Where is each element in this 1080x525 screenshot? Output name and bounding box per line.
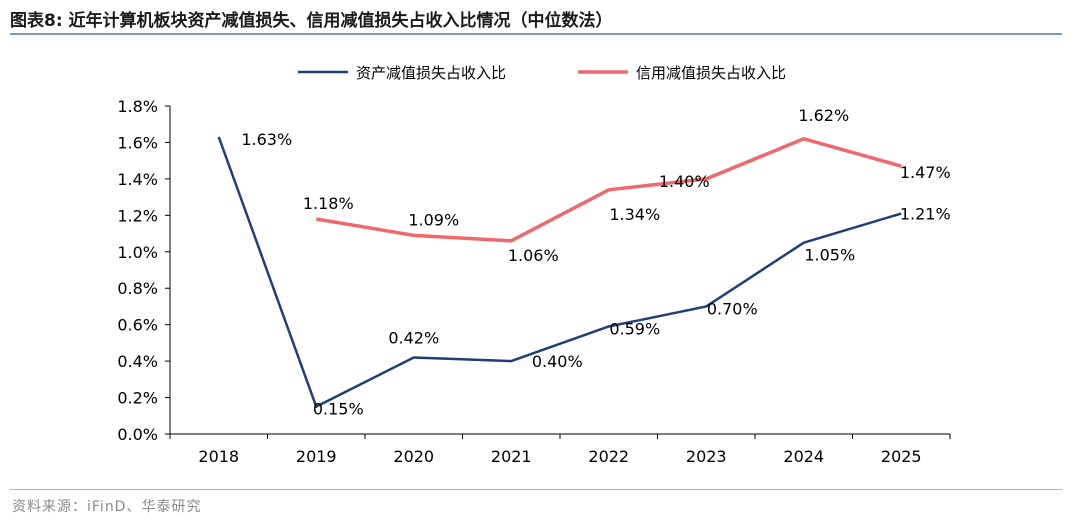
x-tick-label: 2023 xyxy=(686,447,727,466)
y-tick-label: 0.4% xyxy=(117,352,158,371)
y-tick-label: 1.8% xyxy=(117,97,158,116)
x-tick-label: 2021 xyxy=(491,447,532,466)
x-tick-label: 2018 xyxy=(198,447,239,466)
y-axis: 0.0% 0.2% 0.4% 0.6% 0.8% 1.0% 1.2% 1.4% 1.6% 1.8% xyxy=(117,97,171,444)
credit-data-label: 1.34% xyxy=(609,205,660,224)
credit-data-label: 1.06% xyxy=(508,246,559,265)
asset-data-label: 1.63% xyxy=(241,130,292,149)
y-tick-label: 0.6% xyxy=(117,316,158,335)
asset-data-label: 0.42% xyxy=(388,328,439,347)
x-tick-label: 2025 xyxy=(881,447,922,466)
series-lines xyxy=(217,136,902,408)
y-tick-label: 0.2% xyxy=(117,389,158,408)
source-note: 资料来源：iFinD、华泰研究 xyxy=(12,499,202,515)
y-tick-label: 1.2% xyxy=(117,206,158,225)
y-tick-label: 1.6% xyxy=(117,133,158,152)
credit-data-label: 1.40% xyxy=(659,172,710,191)
y-tick-label: 0.0% xyxy=(117,425,158,444)
legend-asset-label: 资产减值损失占收入比 xyxy=(356,64,506,82)
y-tick-label: 0.8% xyxy=(117,279,158,298)
asset-data-label: 0.15% xyxy=(313,400,364,419)
credit-data-label: 1.09% xyxy=(408,210,459,229)
data-labels: 1.63% 0.15% 0.42% 0.40% 0.59% 0.70% 1.05% 1.21%… xyxy=(241,106,950,419)
credit-impairment-line xyxy=(315,137,902,243)
credit-data-label: 1.18% xyxy=(303,194,354,213)
source-rule xyxy=(10,489,1062,490)
legend-credit-label: 信用减值损失占收入比 xyxy=(636,64,786,82)
asset-data-label: 0.59% xyxy=(609,319,660,338)
credit-data-label: 1.62% xyxy=(798,106,849,125)
credit-data-label: 1.47% xyxy=(900,163,951,182)
y-tick-label: 1.4% xyxy=(117,170,158,189)
x-tick-label: 2019 xyxy=(296,447,337,466)
figure-title: 图表8: 近年计算机板块资产减值损失、信用减值损失占收入比情况（中位数法） xyxy=(10,11,613,31)
x-axis: 2018 2019 2020 2021 2022 2023 2024 2025 xyxy=(169,433,951,466)
asset-data-label: 1.21% xyxy=(900,205,951,224)
asset-data-label: 1.05% xyxy=(804,246,855,265)
legend: 资产减值损失占收入比 信用减值损失占收入比 xyxy=(298,64,786,82)
asset-data-label: 0.70% xyxy=(707,299,758,318)
x-tick-label: 2024 xyxy=(783,447,824,466)
asset-data-label: 0.40% xyxy=(532,352,583,371)
y-tick-label: 1.0% xyxy=(117,243,158,262)
x-tick-label: 2022 xyxy=(588,447,629,466)
x-tick-label: 2020 xyxy=(393,447,434,466)
asset-impairment-line xyxy=(217,136,902,408)
title-rule xyxy=(10,33,1062,35)
